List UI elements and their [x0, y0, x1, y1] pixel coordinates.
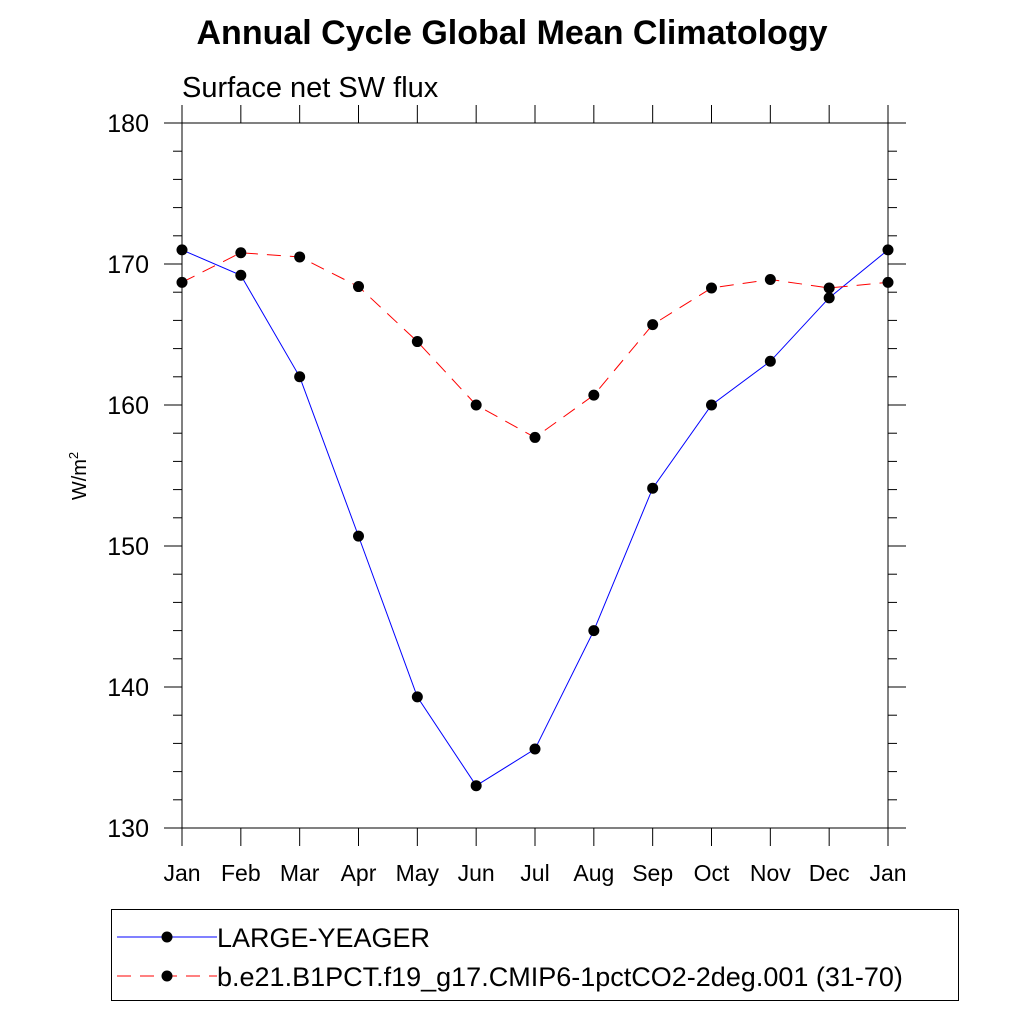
x-tick-label: Jul: [520, 860, 549, 886]
legend-item-cmip6-1pctco2: b.e21.B1PCT.f19_g17.CMIP6-1pctCO2-2deg.0…: [112, 955, 958, 995]
x-tick-label: May: [396, 860, 440, 886]
data-point-series-0: [647, 482, 659, 494]
x-tick-labels: Jan Feb Mar Apr May Jun Jul Aug Sep Oct Nov Dec Jan: [163, 860, 906, 886]
legend-item-large-yeager: LARGE-YEAGER: [112, 916, 958, 956]
data-point-series-0: [706, 399, 717, 411]
data-point-series-0: [588, 625, 600, 637]
legend-label: b.e21.B1PCT.f19_g17.CMIP6-1pctCO2-2deg.0…: [217, 962, 903, 992]
x-tick-label: Jan: [163, 860, 200, 886]
series-layer: [176, 244, 894, 792]
data-point-series-1: [294, 251, 306, 263]
legend-label: LARGE-YEAGER: [217, 923, 431, 953]
data-point-series-1: [706, 282, 717, 294]
series-line-1: [181, 252, 889, 439]
axis-ticks: [164, 105, 906, 846]
data-point-series-0: [529, 743, 541, 755]
chart-title: Annual Cycle Global Mean Climatology: [196, 14, 828, 52]
data-point-series-0: [470, 780, 482, 792]
y-tick-label: 180: [107, 110, 149, 138]
x-tick-label: Sep: [632, 860, 673, 886]
data-point-series-0: [823, 292, 835, 304]
data-point-series-1: [823, 282, 835, 294]
data-point-series-0: [882, 244, 894, 256]
legend-line-solid-blue: [117, 931, 217, 943]
data-point-series-0: [176, 244, 188, 256]
x-tick-label: Dec: [809, 860, 850, 886]
x-tick-label: Oct: [694, 860, 730, 886]
data-point-series-1: [588, 389, 600, 401]
y-tick-labels: 130 140 150 160 170 180: [107, 110, 149, 843]
x-tick-label: Jun: [458, 860, 495, 886]
data-point-series-0: [353, 530, 364, 542]
data-point-series-0: [294, 371, 306, 383]
chart-subtitle: Surface net SW flux: [182, 72, 439, 104]
series-line-0: [181, 249, 889, 787]
y-tick-label: 170: [107, 251, 149, 279]
legend: LARGE-YEAGER b.e21.B1PCT.f19_g17.CMIP6-1…: [111, 909, 959, 1001]
data-point-series-0: [764, 355, 776, 367]
line-chart: 130 140 150 160 170 180 Jan Feb Mar Apr May Jun Jul…: [66, 105, 907, 886]
y-axis-label-text: W/m: [69, 459, 91, 500]
data-point-series-1: [470, 399, 482, 411]
y-tick-label: 140: [107, 674, 149, 702]
x-tick-label: Mar: [280, 860, 320, 886]
x-tick-label: Feb: [221, 860, 261, 886]
y-tick-label: 150: [107, 533, 149, 561]
data-point-series-1: [235, 247, 247, 259]
data-point-series-1: [764, 274, 776, 286]
data-point-series-1: [647, 319, 659, 331]
data-point-series-1: [176, 276, 188, 288]
y-axis-label: W/m2: [66, 452, 91, 500]
plot-frame: [181, 122, 889, 829]
x-tick-label: Jan: [869, 860, 906, 886]
x-tick-label: Apr: [341, 860, 377, 886]
x-tick-label: Nov: [750, 860, 791, 886]
x-tick-label: Aug: [573, 860, 614, 886]
y-tick-label: 130: [107, 815, 149, 843]
legend-line-dashed-red: [117, 970, 217, 982]
data-point-series-1: [882, 276, 894, 288]
data-point-series-1: [529, 431, 541, 443]
data-point-series-1: [353, 281, 364, 293]
data-point-series-0: [235, 269, 247, 281]
y-tick-label: 160: [107, 392, 149, 420]
data-point-series-1: [411, 336, 423, 348]
data-point-series-0: [411, 691, 423, 703]
y-axis-label-superscript: 2: [66, 452, 81, 459]
